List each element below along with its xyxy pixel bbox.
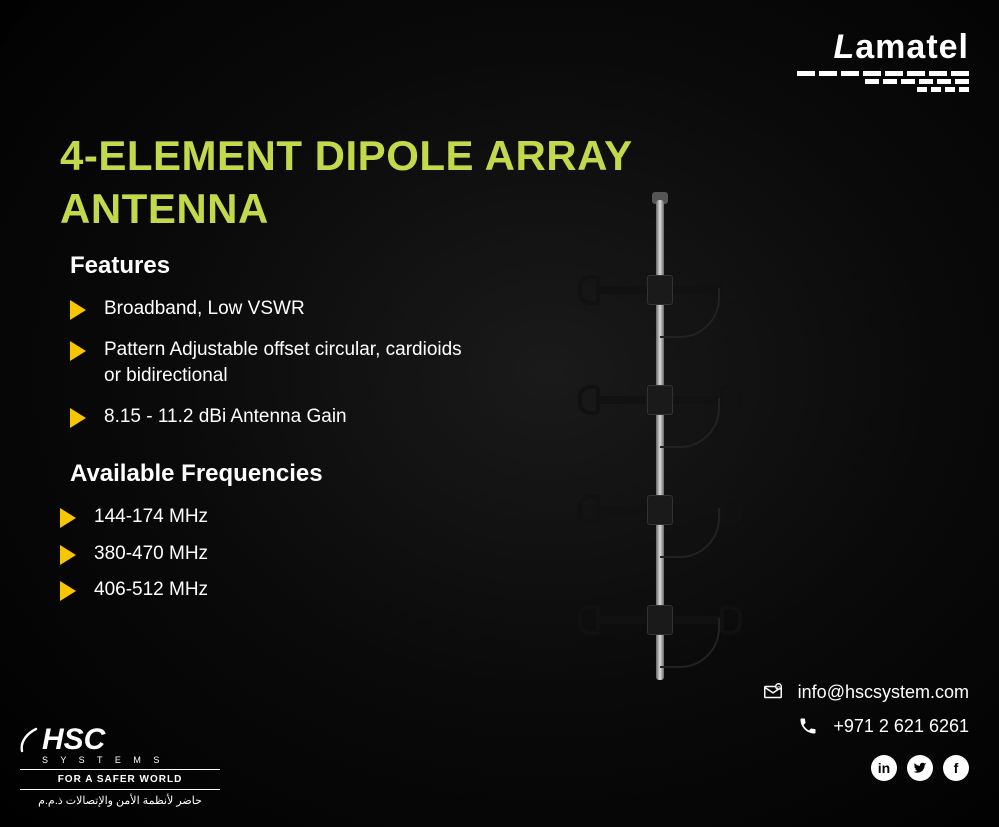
hsc-logo: HSC S Y S T E M S FOR A SAFER WORLD حاضر… xyxy=(20,723,220,807)
frequencies-heading: Available Frequencies xyxy=(70,460,323,488)
contact-block: @ info@hscsystem.com +971 2 621 6261 xyxy=(762,681,969,737)
feature-text: 8.15 - 11.2 dBi Antenna Gain xyxy=(104,404,347,431)
triangle-bullet-icon xyxy=(60,508,76,528)
triangle-bullet-icon xyxy=(70,408,86,428)
bg-stripe xyxy=(0,0,10,680)
hsc-systems: S Y S T E M S xyxy=(42,755,220,765)
phone-icon xyxy=(797,715,819,737)
lamatel-logo: Lamatel xyxy=(797,28,969,92)
twitter-icon[interactable] xyxy=(907,755,933,781)
hsc-tagline: FOR A SAFER WORLD xyxy=(20,774,220,785)
features-list: Broadband, Low VSWR Pattern Adjustable o… xyxy=(70,296,470,430)
antenna-illustration xyxy=(560,200,760,680)
social-links: in f xyxy=(871,755,969,781)
lamatel-wordmark: amatel xyxy=(855,28,969,66)
phone-text: +971 2 621 6261 xyxy=(833,716,969,737)
frequencies-section: Available Frequencies 144-174 MHz 380-47… xyxy=(70,460,323,614)
frequency-text: 406-512 MHz xyxy=(94,577,208,604)
linkedin-icon[interactable]: in xyxy=(871,755,897,781)
frequency-item: 380-470 MHz xyxy=(60,541,323,568)
frequencies-list: 144-174 MHz 380-470 MHz 406-512 MHz xyxy=(70,504,323,604)
feature-item: Broadband, Low VSWR xyxy=(70,296,470,323)
triangle-bullet-icon xyxy=(60,581,76,601)
frequency-item: 406-512 MHz xyxy=(60,577,323,604)
hsc-arabic: حاضر لأنظمة الأمن والإتصالات ذ.م.م xyxy=(20,794,220,807)
hsc-swoosh-icon xyxy=(20,727,38,753)
svg-text:@: @ xyxy=(776,685,780,689)
triangle-bullet-icon xyxy=(70,341,86,361)
lamatel-bars-icon xyxy=(797,71,969,92)
email-row[interactable]: @ info@hscsystem.com xyxy=(762,681,969,703)
frequency-text: 144-174 MHz xyxy=(94,504,208,531)
feature-item: Pattern Adjustable offset circular, card… xyxy=(70,337,470,390)
facebook-icon[interactable]: f xyxy=(943,755,969,781)
frequency-text: 380-470 MHz xyxy=(94,541,208,568)
triangle-bullet-icon xyxy=(60,545,76,565)
hsc-name: HSC xyxy=(42,723,105,757)
email-icon: @ xyxy=(762,681,784,703)
phone-row[interactable]: +971 2 621 6261 xyxy=(797,715,969,737)
email-text: info@hscsystem.com xyxy=(798,682,969,703)
feature-text: Pattern Adjustable offset circular, card… xyxy=(104,337,470,390)
feature-item: 8.15 - 11.2 dBi Antenna Gain xyxy=(70,404,470,431)
triangle-bullet-icon xyxy=(70,300,86,320)
feature-text: Broadband, Low VSWR xyxy=(104,296,305,323)
features-heading: Features xyxy=(70,252,470,280)
features-section: Features Broadband, Low VSWR Pattern Adj… xyxy=(70,252,470,444)
frequency-item: 144-174 MHz xyxy=(60,504,323,531)
